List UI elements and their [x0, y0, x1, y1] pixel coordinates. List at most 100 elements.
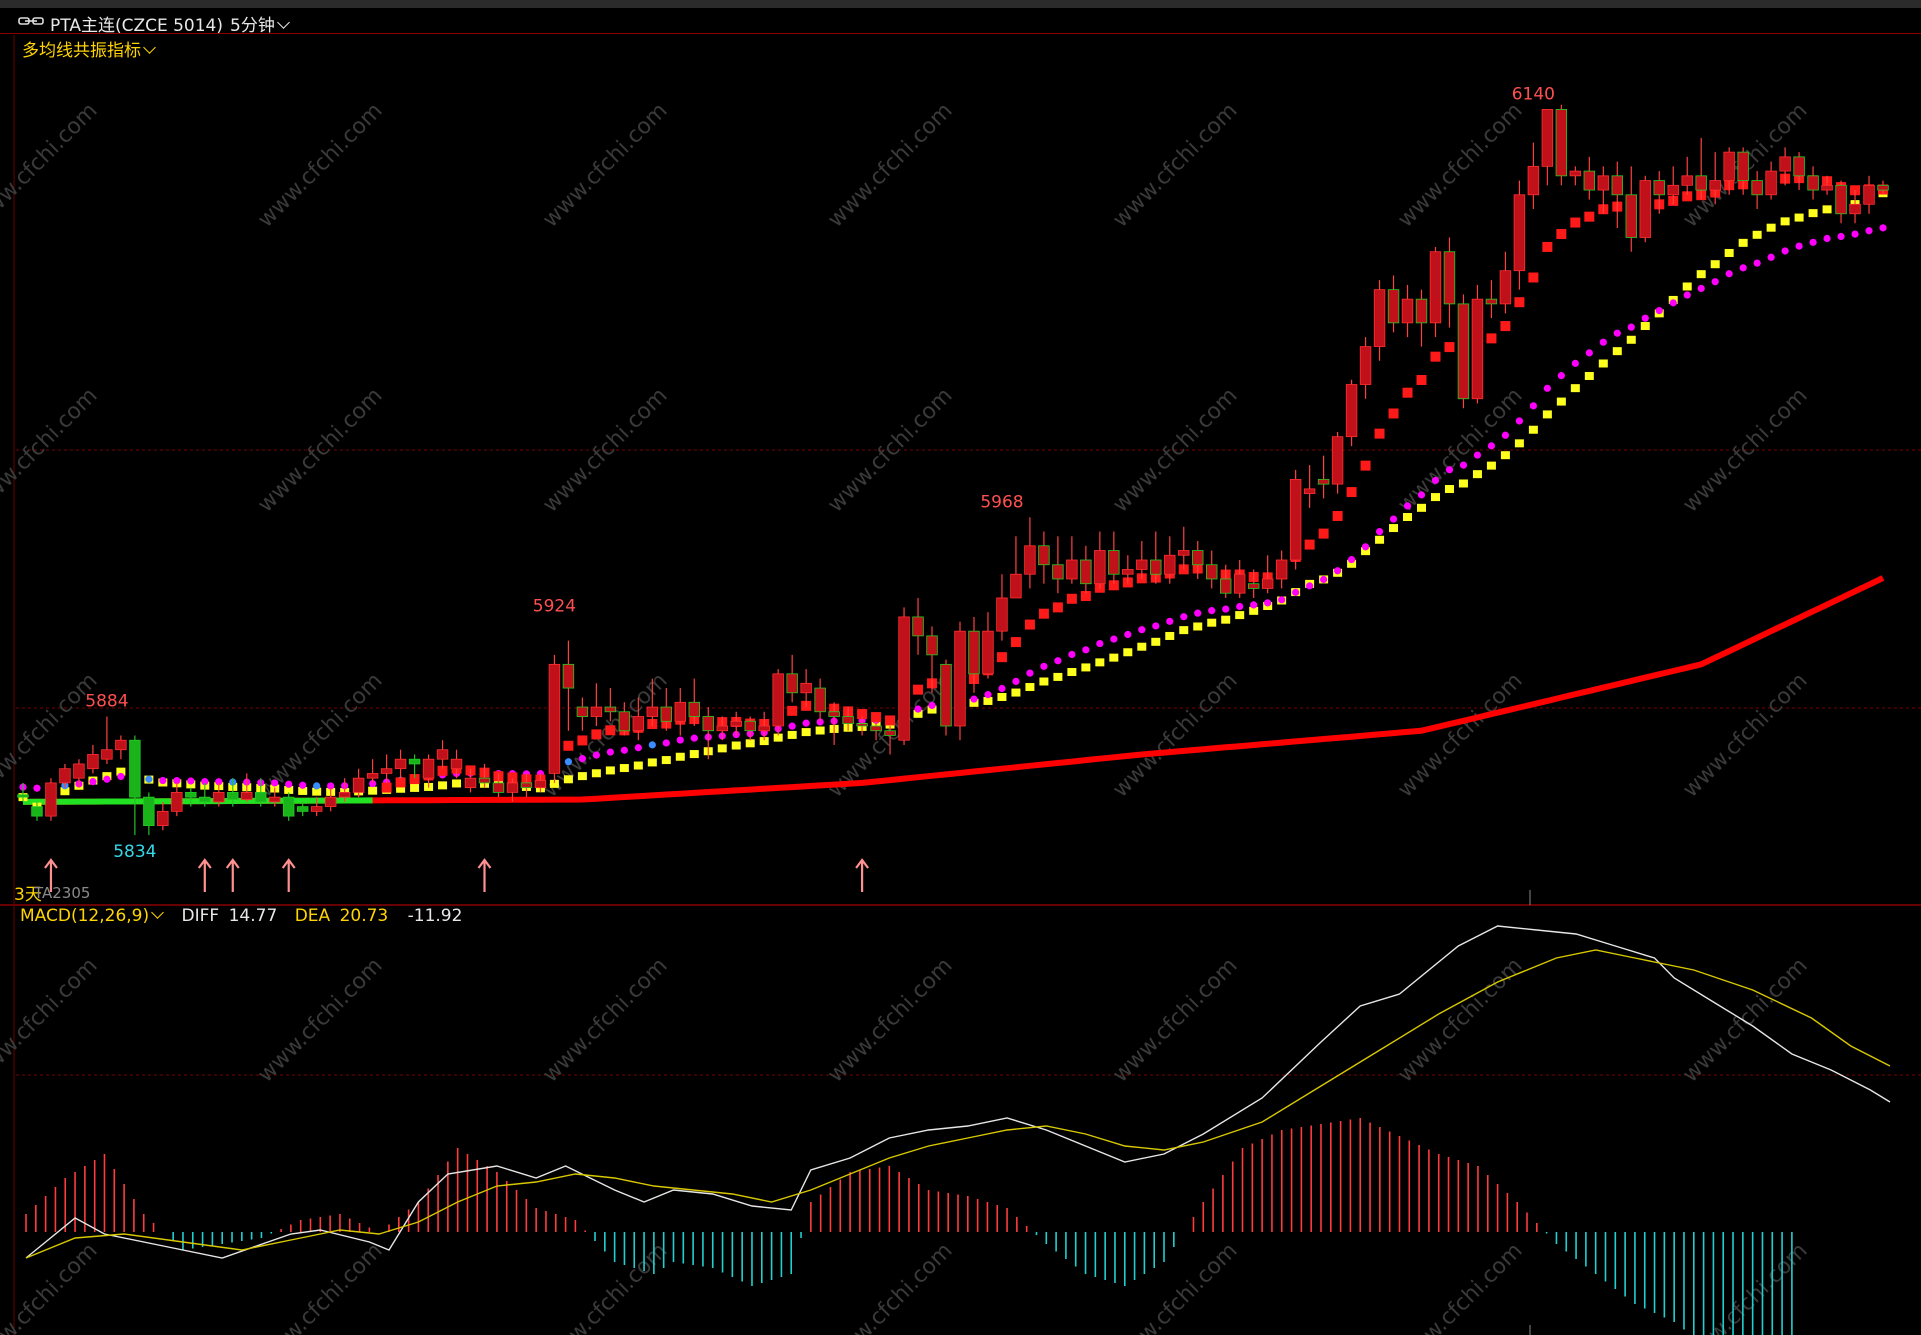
- candle-body: [129, 739, 141, 798]
- ma-magenta-marker: [1403, 502, 1412, 510]
- ma-yellow-marker: [1458, 479, 1468, 488]
- contract-code: TA2305: [34, 884, 91, 902]
- ma-magenta-marker: [816, 718, 824, 726]
- candle-body: [1457, 303, 1470, 400]
- ma-fast-marker: [1038, 608, 1049, 619]
- ma-magenta-marker: [1026, 669, 1034, 677]
- ma-yellow-marker: [1361, 547, 1371, 556]
- ma-yellow-marker: [1249, 606, 1259, 615]
- candle-body: [982, 630, 994, 675]
- ma-fast-marker: [1360, 460, 1371, 471]
- ma-magenta-marker: [1851, 230, 1859, 238]
- candle-body: [1345, 384, 1358, 438]
- ma-yellow-marker: [1528, 425, 1538, 434]
- ma-fast-marker: [1402, 387, 1413, 398]
- signal-arrow-icon: [44, 858, 58, 892]
- candle-body: [1639, 180, 1651, 238]
- ma-magenta-marker: [1278, 596, 1286, 604]
- ma-yellow-marker: [1417, 503, 1426, 512]
- ma-magenta-marker: [1068, 650, 1076, 659]
- candle-body: [241, 792, 253, 800]
- watermark-text: www.cfchi.com: [1393, 1238, 1527, 1335]
- link-icon[interactable]: [18, 13, 44, 33]
- ma-fast-marker: [1346, 487, 1357, 498]
- ma-yellow-marker: [605, 766, 615, 775]
- candle-body: [408, 758, 421, 765]
- candle-body: [1038, 545, 1050, 566]
- candle-body: [199, 796, 211, 803]
- candle-body: [1150, 559, 1162, 575]
- candle-body: [171, 792, 183, 812]
- ma-magenta-marker: [690, 734, 698, 742]
- watermark-text: www.cfchi.com: [823, 98, 957, 232]
- candle-body: [1317, 478, 1330, 485]
- ma-magenta-marker: [1865, 227, 1873, 235]
- ma-magenta-marker: [928, 701, 936, 710]
- candle-body: [1094, 550, 1106, 585]
- indicator-selector[interactable]: 多均线共振指标: [22, 36, 156, 61]
- window-top-strip: [0, 0, 1921, 8]
- ma-magenta-marker: [1054, 657, 1062, 665]
- ma-fast-marker: [577, 735, 588, 746]
- candle-body: [1247, 583, 1260, 589]
- candle-body: [1751, 180, 1763, 196]
- watermark-text: www.cfchi.com: [253, 953, 387, 1087]
- ma-magenta-marker: [620, 746, 628, 754]
- ma-fast-marker: [591, 729, 602, 740]
- candle-body: [213, 792, 225, 803]
- ma-yellow-marker: [815, 726, 825, 735]
- candle-body: [310, 806, 323, 812]
- price-annotation: 5968: [980, 492, 1023, 512]
- watermark-text: www.cfchi.com: [538, 98, 672, 232]
- ma-yellow-marker: [1011, 688, 1021, 697]
- candle-body: [1597, 175, 1610, 191]
- candle-body: [1261, 578, 1274, 589]
- ma-magenta-marker: [1837, 232, 1845, 241]
- candle-body: [548, 663, 561, 774]
- ma-magenta-marker: [1459, 461, 1468, 469]
- ma-magenta-marker: [1711, 278, 1719, 286]
- ma-yellow-marker: [1389, 524, 1399, 533]
- ma-yellow-marker: [745, 739, 755, 748]
- candle-body: [562, 663, 575, 689]
- candle-body: [1289, 478, 1302, 561]
- ma-magenta-marker: [1655, 306, 1663, 315]
- macd-selector[interactable]: MACD(12,26,9): [20, 906, 168, 926]
- watermark-text: www.cfchi.com: [0, 953, 103, 1087]
- ma-yellow-marker: [1137, 642, 1147, 651]
- watermark-text: www.cfchi.com: [1393, 383, 1527, 517]
- ma-magenta-marker: [1417, 491, 1426, 499]
- ma-magenta-marker: [1725, 270, 1733, 278]
- ma-yellow-marker: [731, 741, 741, 750]
- watermark-text: www.cfchi.com: [1393, 98, 1527, 232]
- ma-fast-marker: [1444, 342, 1455, 353]
- candle-body: [1066, 559, 1078, 580]
- candle-body: [17, 794, 29, 798]
- candle-body: [1052, 564, 1064, 580]
- ma-magenta-marker: [1236, 602, 1244, 611]
- ma-yellow-marker: [396, 784, 406, 793]
- candle-body: [1275, 559, 1288, 580]
- ma-magenta-marker: [676, 736, 684, 744]
- ma-yellow-marker: [1626, 335, 1636, 344]
- ma-yellow-marker: [1682, 282, 1692, 291]
- ma-magenta-marker: [592, 751, 600, 759]
- ma-fast-marker: [563, 740, 574, 751]
- candle-body: [1303, 488, 1316, 495]
- candle-body: [884, 730, 896, 736]
- candle-body: [436, 749, 449, 760]
- ma-magenta-marker: [1096, 639, 1104, 648]
- ma-yellow-marker: [60, 787, 70, 796]
- period-selector[interactable]: 5分钟: [230, 11, 290, 36]
- ma-yellow-marker: [689, 750, 699, 759]
- ma-magenta-marker: [1250, 601, 1258, 609]
- candle-body: [73, 763, 85, 779]
- ma-magenta-marker: [634, 744, 642, 752]
- ma-fast-marker: [885, 715, 896, 726]
- ma-fast-marker: [381, 782, 392, 793]
- candle-body: [800, 682, 812, 694]
- ma-fast-marker: [1514, 297, 1525, 308]
- ma-magenta-marker: [1347, 555, 1356, 564]
- price-annotation: 5884: [85, 692, 128, 712]
